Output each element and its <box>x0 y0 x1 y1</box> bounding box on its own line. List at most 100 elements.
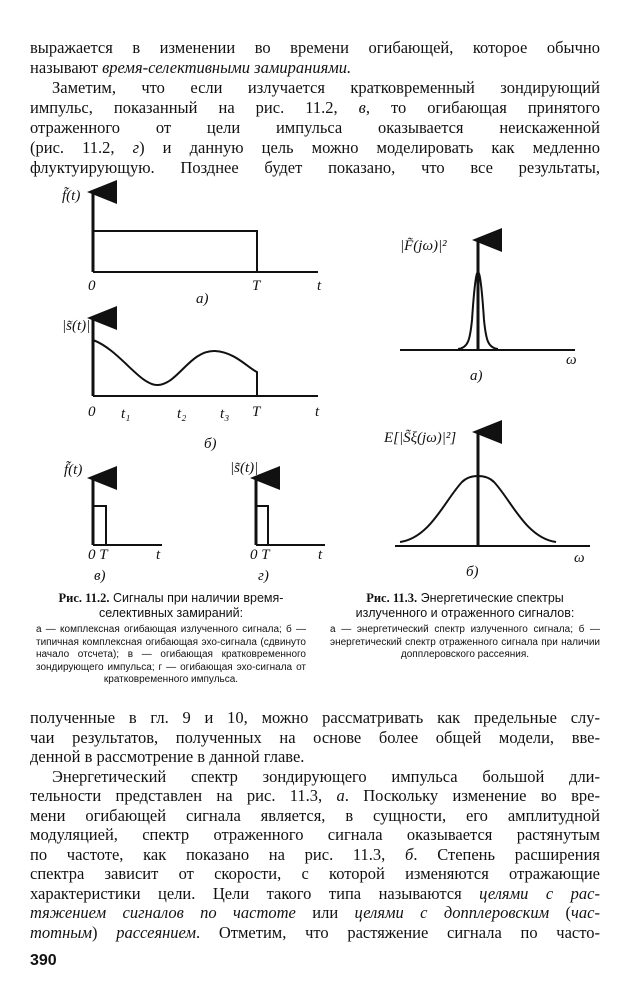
text: . Степень расширения <box>413 844 600 864</box>
text-line: импульс, показанный на рис. 11.2, в, то … <box>30 98 600 117</box>
fig-11-3-b: E[|S̃ξ(jω)|²] ω б) <box>383 420 590 580</box>
y-label: |s̃(t)| <box>230 460 258 476</box>
x-label: t <box>156 547 161 563</box>
italic-text: целями с допплеровским <box>354 903 550 922</box>
tick-0: 0 <box>88 404 96 420</box>
text-line: характеристики цели. Цели такого типа на… <box>30 884 600 903</box>
tick-t2: t₂ <box>177 406 186 422</box>
text: или <box>295 903 355 922</box>
spectrum-narrow <box>457 270 499 350</box>
text: мени огибающей сигнала является, в сущно… <box>30 805 600 825</box>
y-label: f̃(t) <box>64 461 82 478</box>
text-line: денной в рассмотрение в данной главе. <box>30 747 600 766</box>
tick-0: 0 <box>88 278 96 294</box>
caption-number: Рис. 11.3. <box>366 591 418 605</box>
panel-label: б) <box>466 564 479 580</box>
text-line: Энергетический спектр зондирующего импул… <box>52 767 600 786</box>
y-label: |F̃(jω)|² <box>400 238 447 254</box>
italic-text: тотным <box>30 922 92 942</box>
text: ) и данную цель можно моделировать как м… <box>139 138 600 157</box>
panel-label: а) <box>196 291 209 307</box>
y-label: E[|S̃ξ(jω)|²] <box>383 429 456 446</box>
spectrum-wide <box>399 475 557 543</box>
italic-text: а <box>336 786 345 805</box>
text: . Поскольку изменение во вре- <box>344 786 600 805</box>
panel-label: а) <box>470 368 483 384</box>
tick-0-T: 0 T <box>250 547 271 563</box>
text: флуктуирующую. Позднее будет показано, ч… <box>30 158 600 177</box>
fig-11-2-v: f̃(t) 0 T t в) <box>64 461 162 584</box>
caption-title: Рис. 11.2. Сигналы при наличии время-сел… <box>36 591 306 621</box>
text-line: модуляцией, спектр отраженного сигнала о… <box>30 825 600 844</box>
text-line: мени огибающей сигнала является, в сущно… <box>30 806 600 825</box>
text: чаи результатов, полученных на основе бо… <box>30 727 600 747</box>
fig-11-2-g: |s̃(t)| 0 T t г) <box>230 460 325 584</box>
figure-11-2-caption: Рис. 11.2. Сигналы при наличии время-сел… <box>36 591 306 687</box>
caption-number: Рис. 11.2. <box>58 591 110 605</box>
y-label: |s̃(t)| <box>62 318 90 334</box>
text: Заметим, что если излучается кратковреме… <box>52 78 600 97</box>
pulse <box>93 230 258 272</box>
y-label: f̃(t) <box>62 187 80 204</box>
tick-T: T <box>252 404 262 420</box>
tick-T: T <box>252 278 262 294</box>
italic-text: час- <box>571 903 600 922</box>
fig-11-2-b: |s̃(t)| 0 t₁ t₂ t₃ T t б) <box>62 306 320 452</box>
text-line: выражается в изменении во времени огибаю… <box>30 38 600 57</box>
text: денной в рассмотрение в данной главе. <box>30 747 305 766</box>
text-line: флуктуирующую. Позднее будет показано, ч… <box>30 158 600 177</box>
text: по частоте, как показано на рис. 11.3, <box>30 844 406 864</box>
text-line: спектра зависит от скорости, с которой и… <box>30 864 600 883</box>
text-line: чаи результатов, полученных на основе бо… <box>30 728 600 747</box>
caption-text: Сигналы при наличии время-селективных за… <box>98 591 284 620</box>
text-line: (рис. 11.2, г) и данную цель можно модел… <box>30 138 600 157</box>
italic-text: рассеянием <box>116 922 197 942</box>
text-line: тотным) рассеянием. Отметим, что растяже… <box>30 923 600 942</box>
text-line: Заметим, что если излучается кратковреме… <box>52 78 600 97</box>
panel-label: б) <box>204 436 217 452</box>
text: модуляцией, спектр отраженного сигнала о… <box>30 825 600 844</box>
caption-body: а — комплексная огибающая излученного си… <box>36 624 306 686</box>
page-number: 390 <box>30 952 57 969</box>
italic-text: г <box>132 138 140 157</box>
tick-0-T: 0 T <box>88 547 109 563</box>
text: спектра зависит от скорости, с которой и… <box>30 864 600 883</box>
pulse <box>93 505 107 545</box>
italic-text: время-селективными замираниями. <box>102 58 352 77</box>
text: называют <box>30 58 103 77</box>
text: ( <box>549 903 572 922</box>
text: тельности представлен на рис. 11.3, <box>30 786 337 805</box>
x-label: t <box>318 547 323 563</box>
italic-text: в <box>358 98 366 117</box>
panel-label: г) <box>258 568 269 584</box>
x-label: t <box>317 278 322 294</box>
x-label: ω <box>566 352 577 368</box>
text: импульс, показанный на рис. 11.2, <box>30 98 359 117</box>
italic-text: тяжением сигналов по частоте <box>30 903 296 922</box>
x-label: t <box>315 404 320 420</box>
italic-text: целями с рас- <box>479 883 600 903</box>
text: Энергетический спектр зондирующего импул… <box>52 766 600 786</box>
text: , то огибающая принятого <box>365 98 601 117</box>
tick-t3: t₃ <box>220 406 229 422</box>
caption-title: Рис. 11.3. Энергетические спектры излуче… <box>330 591 600 621</box>
pulse <box>256 505 269 545</box>
panel-label: в) <box>94 568 106 584</box>
text: . Отметим, что растяжение сигнала по час… <box>196 922 600 942</box>
text: (рис. 11.2, <box>30 138 133 157</box>
text-line: по частоте, как показано на рис. 11.3, б… <box>30 845 600 864</box>
tick-t1: t₁ <box>121 406 130 422</box>
figure-11-3-caption: Рис. 11.3. Энергетические спектры излуче… <box>330 591 600 662</box>
text-line: называют время-селективными замираниями. <box>30 58 600 77</box>
caption-body: а — энергетический спектр излученного си… <box>330 624 600 661</box>
text-line: тяжением сигналов по частоте или целями … <box>30 903 600 922</box>
text: ) <box>91 922 117 942</box>
x-label: ω <box>574 550 585 566</box>
fig-11-2-a: f̃(t) 0 T t а) <box>62 180 322 307</box>
envelope-curve <box>92 339 258 396</box>
text-line: отраженного от цели импульса оказывается… <box>30 118 600 137</box>
text: отраженного от цели импульса оказывается… <box>30 118 600 137</box>
text: выражается в изменении во времени огибаю… <box>30 38 600 57</box>
italic-text: б <box>405 844 414 864</box>
caption-text: Энергетические спектры излученного и отр… <box>355 591 575 620</box>
